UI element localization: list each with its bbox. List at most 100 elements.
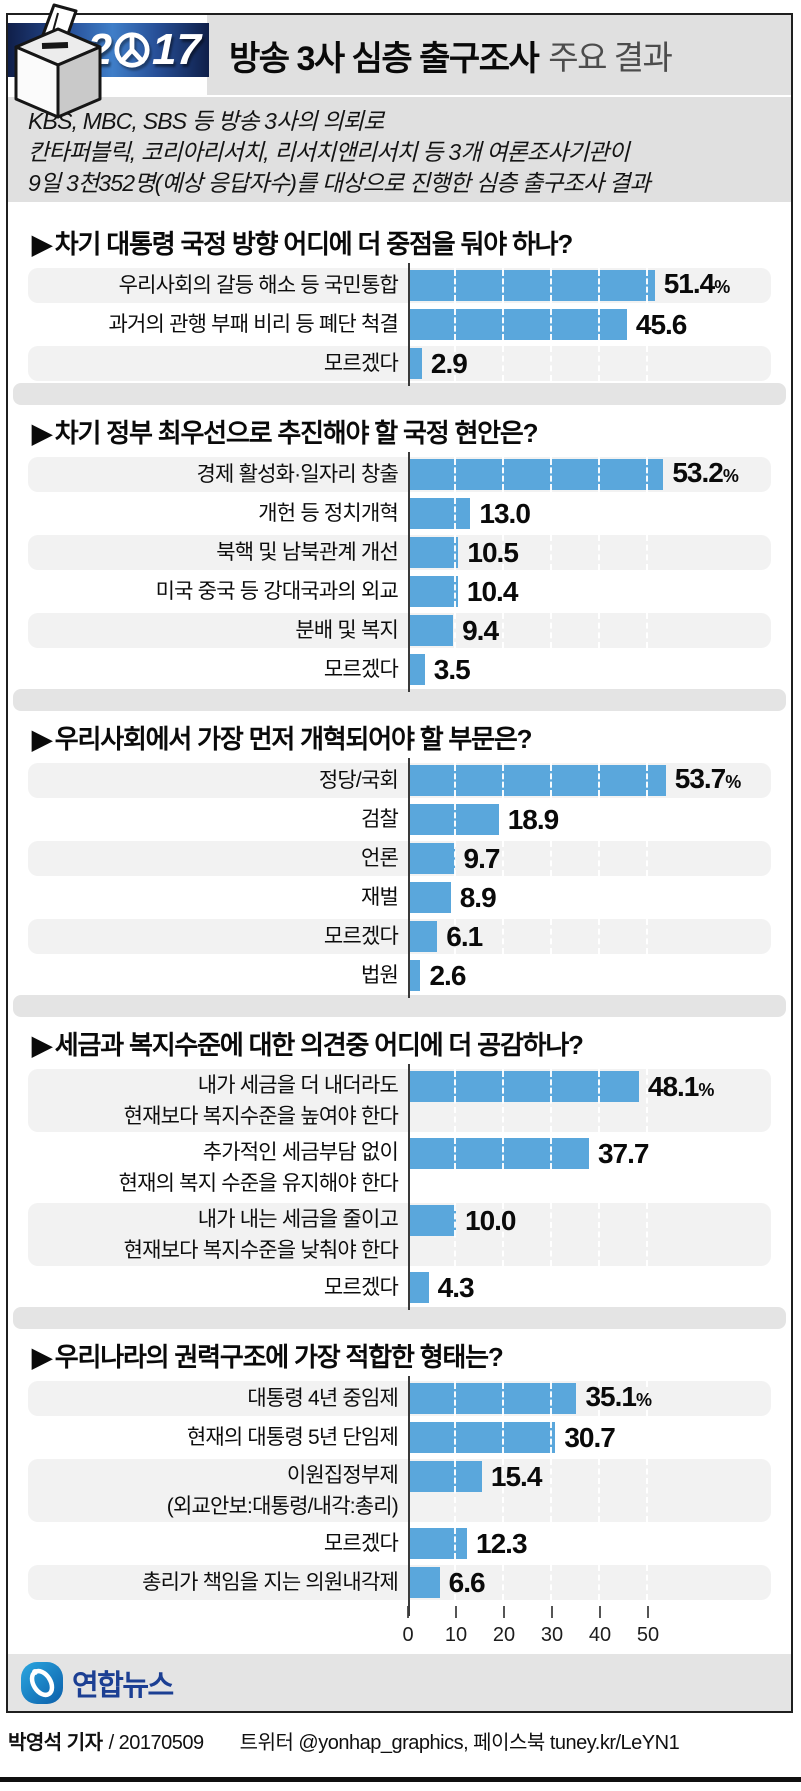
bar-plot: 53.7% xyxy=(408,761,779,800)
bar xyxy=(408,498,471,529)
yonhap-logo-icon xyxy=(21,1661,63,1704)
chart-rows: 정당/국회 53.7% 검찰 18.9 언론 xyxy=(20,758,779,998)
footer-strip: 연합뉴스 xyxy=(8,1654,791,1711)
value-label: 53.2% xyxy=(672,457,739,492)
bar-row: 내가 내는 세금을 줄이고 현재보다 복지수준을 낮춰야 한다 10.0 xyxy=(20,1201,779,1268)
bar-row: 이원집정부제 (외교안보:대통령/내각:총리) 15.4 xyxy=(20,1457,779,1524)
value-unit: % xyxy=(722,466,739,486)
value-number: 2.9 xyxy=(430,348,468,379)
category-label: 이원집정부제 (외교안보:대통령/내각:총리) xyxy=(20,1457,408,1524)
value-unit: % xyxy=(698,1080,714,1100)
bar-row: 우리사회의 갈등 해소 등 국민통합 51.4% xyxy=(20,266,779,305)
bar-gridlines xyxy=(408,1383,576,1414)
value-number: 10.4 xyxy=(466,576,518,607)
bar xyxy=(408,1383,577,1414)
bar-row: 개헌 등 정치개혁 13.0 xyxy=(20,494,779,533)
bar-gridlines xyxy=(408,1272,429,1303)
bar-gridlines xyxy=(408,1422,555,1453)
question-text: 세금과 복지수준에 대한 의견중 어디에 더 공감하나? xyxy=(54,1030,584,1060)
label-line: 북핵 및 남북관계 개선 xyxy=(216,541,399,564)
bar-row: 모르겠다 3.5 xyxy=(20,650,779,689)
bar-plot: 10.0 xyxy=(408,1201,779,1268)
bar-plot: 3.5 xyxy=(408,650,779,689)
section-question: ▶ 우리사회에서 가장 먼저 개혁되어야 할 부문은? xyxy=(20,711,779,761)
value-number: 13.0 xyxy=(479,498,530,529)
label-line: 모르겠다 xyxy=(323,1276,399,1299)
bar-plot: 10.5 xyxy=(408,533,779,572)
category-label: 언론 xyxy=(20,839,408,878)
page-title-suffix: 주요 결과 xyxy=(548,39,673,76)
axis-tick xyxy=(551,1606,553,1618)
bar-gridlines xyxy=(408,843,455,874)
axis-tick-label: 20 xyxy=(492,1624,516,1646)
category-label: 내가 세금을 더 내더라도 현재보다 복지수준을 높여야 한다 xyxy=(20,1067,408,1134)
yonhap-logo-text: 연합뉴스 xyxy=(72,1669,174,1702)
chart-rows: 내가 세금을 더 내더라도 현재보다 복지수준을 높여야 한다 48.1% 추가적… xyxy=(20,1064,779,1310)
bar xyxy=(408,1272,429,1303)
category-label: 모르겠다 xyxy=(20,344,408,383)
value-label: 9.4 xyxy=(462,615,499,646)
bar xyxy=(408,843,455,874)
bar-gridlines xyxy=(408,1461,482,1492)
bar-plot: 10.4 xyxy=(408,572,779,611)
category-label: 모르겠다 xyxy=(20,917,408,956)
row-gridlines xyxy=(408,1565,654,1600)
category-label: 북핵 및 남북관계 개선 xyxy=(20,533,408,572)
value-number: 8.9 xyxy=(459,882,497,913)
bar-gridlines xyxy=(408,654,425,685)
label-line: 법원 xyxy=(360,964,399,987)
value-number: 6.6 xyxy=(448,1567,486,1598)
question-text: 우리사회에서 가장 먼저 개혁되어야 할 부문은? xyxy=(54,724,533,754)
section-divider xyxy=(13,995,786,1017)
category-label: 내가 내는 세금을 줄이고 현재보다 복지수준을 낮춰야 한다 xyxy=(20,1201,408,1268)
label-line: (외교안보:대통령/내각:총리) xyxy=(166,1495,399,1518)
section-question: ▶ 차기 대통령 국정 방향 어디에 더 중점을 둬야 하나? xyxy=(20,216,779,266)
bar-plot: 2.9 xyxy=(408,344,779,383)
bar-gridlines xyxy=(408,921,437,952)
bar-plot: 4.3 xyxy=(408,1268,779,1307)
label-line: 추가적인 세금부담 없이 xyxy=(202,1141,399,1164)
bar-gridlines xyxy=(408,1528,467,1559)
bar-gridlines xyxy=(408,498,470,529)
bar-row: 추가적인 세금부담 없이 현재의 복지 수준을 유지해야 한다 37.7 xyxy=(20,1134,779,1201)
bar-plot: 12.3 xyxy=(408,1524,779,1563)
yonhap-logo: 연합뉴스 xyxy=(20,1661,174,1705)
bar-plot: 30.7 xyxy=(408,1418,779,1457)
bar-row: 모르겠다 12.3 xyxy=(20,1524,779,1563)
axis-tick-label: 40 xyxy=(588,1624,612,1646)
axis-tick xyxy=(455,1606,457,1618)
value-number: 10.0 xyxy=(465,1205,516,1236)
date: / 20170509 xyxy=(108,1732,205,1754)
bar xyxy=(408,459,664,490)
bar-plot: 15.4 xyxy=(408,1457,779,1524)
bar-gridlines xyxy=(408,1071,639,1102)
bar xyxy=(408,882,451,913)
value-number: 45.6 xyxy=(635,309,687,340)
section-marker: ▶ xyxy=(32,418,52,448)
category-label: 모르겠다 xyxy=(20,1268,408,1307)
category-label: 재벌 xyxy=(20,878,408,917)
value-number: 51.4 xyxy=(663,268,715,299)
row-gridlines xyxy=(408,346,654,381)
bar-plot: 6.1 xyxy=(408,917,779,956)
section-marker: ▶ xyxy=(32,1342,52,1372)
bar-gridlines xyxy=(408,270,655,301)
category-label: 추가적인 세금부담 없이 현재의 복지 수준을 유지해야 한다 xyxy=(20,1134,408,1201)
section-marker: ▶ xyxy=(32,1030,52,1060)
bar-plot: 45.6 xyxy=(408,305,779,344)
bar-gridlines xyxy=(408,1138,589,1169)
label-line: 이원집정부제 xyxy=(286,1464,399,1487)
subtitle-line: 칸타퍼블릭, 코리아리서치, 리서치앤리서치 등 3개 여론조사기관이 xyxy=(28,139,630,165)
bar-gridlines xyxy=(408,576,458,607)
value-number: 53.2 xyxy=(672,457,723,488)
bottom-rule xyxy=(0,1777,801,1782)
value-number: 9.7 xyxy=(463,843,501,874)
label-line: 현재보다 복지수준을 높여야 한다 xyxy=(123,1105,399,1128)
bar xyxy=(408,1205,456,1236)
section-divider xyxy=(13,689,786,711)
value-number: 48.1 xyxy=(647,1071,699,1102)
label-line: 내가 내는 세금을 줄이고 xyxy=(197,1208,399,1231)
section-divider xyxy=(13,383,786,405)
subtitle-line: 9일 3천352명(예상 응답자수)를 대상으로 진행한 심층 출구조사 결과 xyxy=(28,170,651,196)
label-line: 모르겠다 xyxy=(323,352,399,375)
